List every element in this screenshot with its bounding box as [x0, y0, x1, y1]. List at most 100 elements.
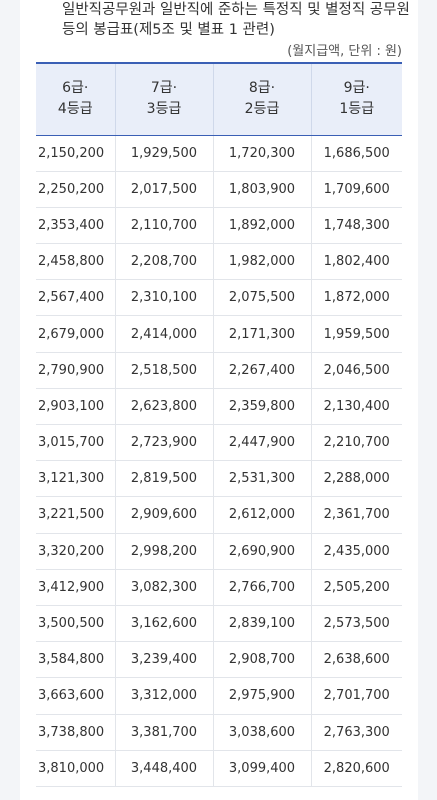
table-cell: 3,381,700	[114, 714, 213, 751]
table-cell: 3,162,600	[114, 605, 213, 643]
table-row: 3,015,700 2,723,900 2,447,900 2,210,700	[36, 424, 402, 462]
table-cell: 2,359,800	[212, 388, 311, 426]
table-cell: 3,015,700	[36, 424, 115, 462]
header-grade-8-line1: 8급·	[248, 80, 276, 97]
table-row: 3,810,000 3,448,400 3,099,400 2,820,600	[36, 750, 402, 787]
table-cell: 3,412,900	[36, 569, 115, 606]
table-cell: 2,435,000	[310, 533, 402, 570]
table-cell: 2,909,600	[114, 496, 213, 534]
table-row: 3,584,800 3,239,400 2,908,700 2,638,600	[36, 641, 402, 679]
table-cell: 1,892,000	[212, 207, 311, 245]
table-cell: 2,839,100	[212, 605, 311, 643]
table-cell: 2,998,200	[114, 533, 213, 570]
table-cell: 2,353,400	[36, 207, 115, 245]
header-grade-6: 6급· 4등급	[36, 62, 115, 136]
table-cell: 1,802,400	[310, 243, 402, 281]
table-cell: 2,110,700	[114, 207, 213, 245]
table-cell: 3,312,000	[114, 677, 213, 715]
table-cell: 2,267,400	[212, 352, 311, 389]
table-cell: 3,448,400	[114, 750, 213, 787]
header-grade-8: 8급· 2등급	[212, 62, 311, 136]
table-cell: 2,638,600	[310, 641, 402, 679]
table-body: 2,150,200 1,929,500 1,720,300 1,686,500 2,25…	[36, 135, 402, 787]
table-cell: 3,082,300	[114, 569, 213, 606]
header-grade-9-line2: 1등급	[339, 101, 375, 118]
table-cell: 1,803,900	[212, 171, 311, 208]
table-cell: 2,130,400	[310, 388, 402, 426]
table-cell: 2,017,500	[114, 171, 213, 208]
header-grade-7-line2: 3등급	[146, 101, 182, 118]
table-row: 3,121,300 2,819,500 2,531,300 2,288,000	[36, 460, 402, 498]
table-cell: 2,723,900	[114, 424, 213, 462]
table-cell: 2,150,200	[36, 135, 115, 172]
table-cell: 1,686,500	[310, 135, 402, 172]
table-cell: 2,612,000	[212, 496, 311, 534]
document-page: 일반직공무원과 일반직에 준하는 특정직 및 별정직 공무원 등의 봉급표(제5…	[20, 0, 418, 800]
table-cell: 2,975,900	[212, 677, 311, 715]
table-cell: 2,531,300	[212, 460, 311, 498]
header-grade-9: 9급· 1등급	[310, 62, 402, 136]
table-row: 3,663,600 3,312,000 2,975,900 2,701,700	[36, 677, 402, 715]
table-cell: 2,820,600	[310, 750, 402, 787]
table-cell: 2,171,300	[212, 315, 311, 353]
table-cell: 2,908,700	[212, 641, 311, 679]
table-cell: 2,766,700	[212, 569, 311, 606]
table-cell: 2,518,500	[114, 352, 213, 389]
table-cell: 2,310,100	[114, 279, 213, 317]
table-row: 3,500,500 3,162,600 2,839,100 2,573,500	[36, 605, 402, 643]
table-cell: 3,500,500	[36, 605, 115, 643]
table-cell: 1,709,600	[310, 171, 402, 208]
table-cell: 3,810,000	[36, 750, 115, 787]
table-row: 3,320,200 2,998,200 2,690,900 2,435,000	[36, 533, 402, 570]
table-cell: 3,738,800	[36, 714, 115, 751]
table-cell: 3,221,500	[36, 496, 115, 534]
table-cell: 1,872,000	[310, 279, 402, 317]
table-cell: 2,361,700	[310, 496, 402, 534]
header-grade-7: 7급· 3등급	[114, 62, 213, 136]
table-row: 2,567,400 2,310,100 2,075,500 1,872,000	[36, 279, 402, 317]
header-grade-6-line2: 4등급	[57, 101, 93, 118]
table-cell: 2,567,400	[36, 279, 115, 317]
table-cell: 2,903,100	[36, 388, 115, 426]
table-cell: 2,505,200	[310, 569, 402, 606]
table-cell: 3,584,800	[36, 641, 115, 679]
table-cell: 3,099,400	[212, 750, 311, 787]
table-cell: 3,239,400	[114, 641, 213, 679]
table-cell: 2,573,500	[310, 605, 402, 643]
table-cell: 2,288,000	[310, 460, 402, 498]
salary-table-container: 6급· 4등급 7급· 3등급 8급· 2등급 9급· 1등급	[36, 62, 402, 787]
table-cell: 3,038,600	[212, 714, 311, 751]
table-row: 3,221,500 2,909,600 2,612,000 2,361,700	[36, 496, 402, 534]
table-title: 일반직공무원과 일반직에 준하는 특정직 및 별정직 공무원 등의 봉급표(제5…	[62, 2, 410, 38]
table-row: 3,412,900 3,082,300 2,766,700 2,505,200	[36, 569, 402, 606]
unit-note: (월지급액, 단위 : 원)	[287, 44, 402, 59]
table-header-row: 6급· 4등급 7급· 3등급 8급· 2등급 9급· 1등급	[36, 62, 402, 136]
table-cell: 1,748,300	[310, 207, 402, 245]
table-cell: 2,208,700	[114, 243, 213, 281]
table-cell: 2,763,300	[310, 714, 402, 751]
table-cell: 1,929,500	[114, 135, 213, 172]
table-cell: 2,458,800	[36, 243, 115, 281]
table-row: 2,150,200 1,929,500 1,720,300 1,686,500	[36, 135, 402, 172]
table-cell: 1,959,500	[310, 315, 402, 353]
table-cell: 2,250,200	[36, 171, 115, 208]
table-row: 2,458,800 2,208,700 1,982,000 1,802,400	[36, 243, 402, 281]
table-row: 2,790,900 2,518,500 2,267,400 2,046,500	[36, 352, 402, 389]
table-cell: 2,819,500	[114, 460, 213, 498]
table-cell: 2,414,000	[114, 315, 213, 353]
header-grade-6-line1: 6급·	[62, 80, 89, 97]
table-cell: 2,679,000	[36, 315, 115, 353]
header-grade-9-line1: 9급·	[343, 80, 370, 97]
table-row: 3,738,800 3,381,700 3,038,600 2,763,300	[36, 714, 402, 751]
table-cell: 2,623,800	[114, 388, 213, 426]
table-cell: 2,046,500	[310, 352, 402, 389]
table-cell: 2,701,700	[310, 677, 402, 715]
table-cell: 2,210,700	[310, 424, 402, 462]
table-row: 2,250,200 2,017,500 1,803,900 1,709,600	[36, 171, 402, 208]
table-row: 2,903,100 2,623,800 2,359,800 2,130,400	[36, 388, 402, 426]
table-cell: 3,663,600	[36, 677, 115, 715]
header-grade-8-line2: 2등급	[244, 101, 280, 118]
table-row: 2,353,400 2,110,700 1,892,000 1,748,300	[36, 207, 402, 245]
table-cell: 3,121,300	[36, 460, 115, 498]
table-cell: 2,690,900	[212, 533, 311, 570]
